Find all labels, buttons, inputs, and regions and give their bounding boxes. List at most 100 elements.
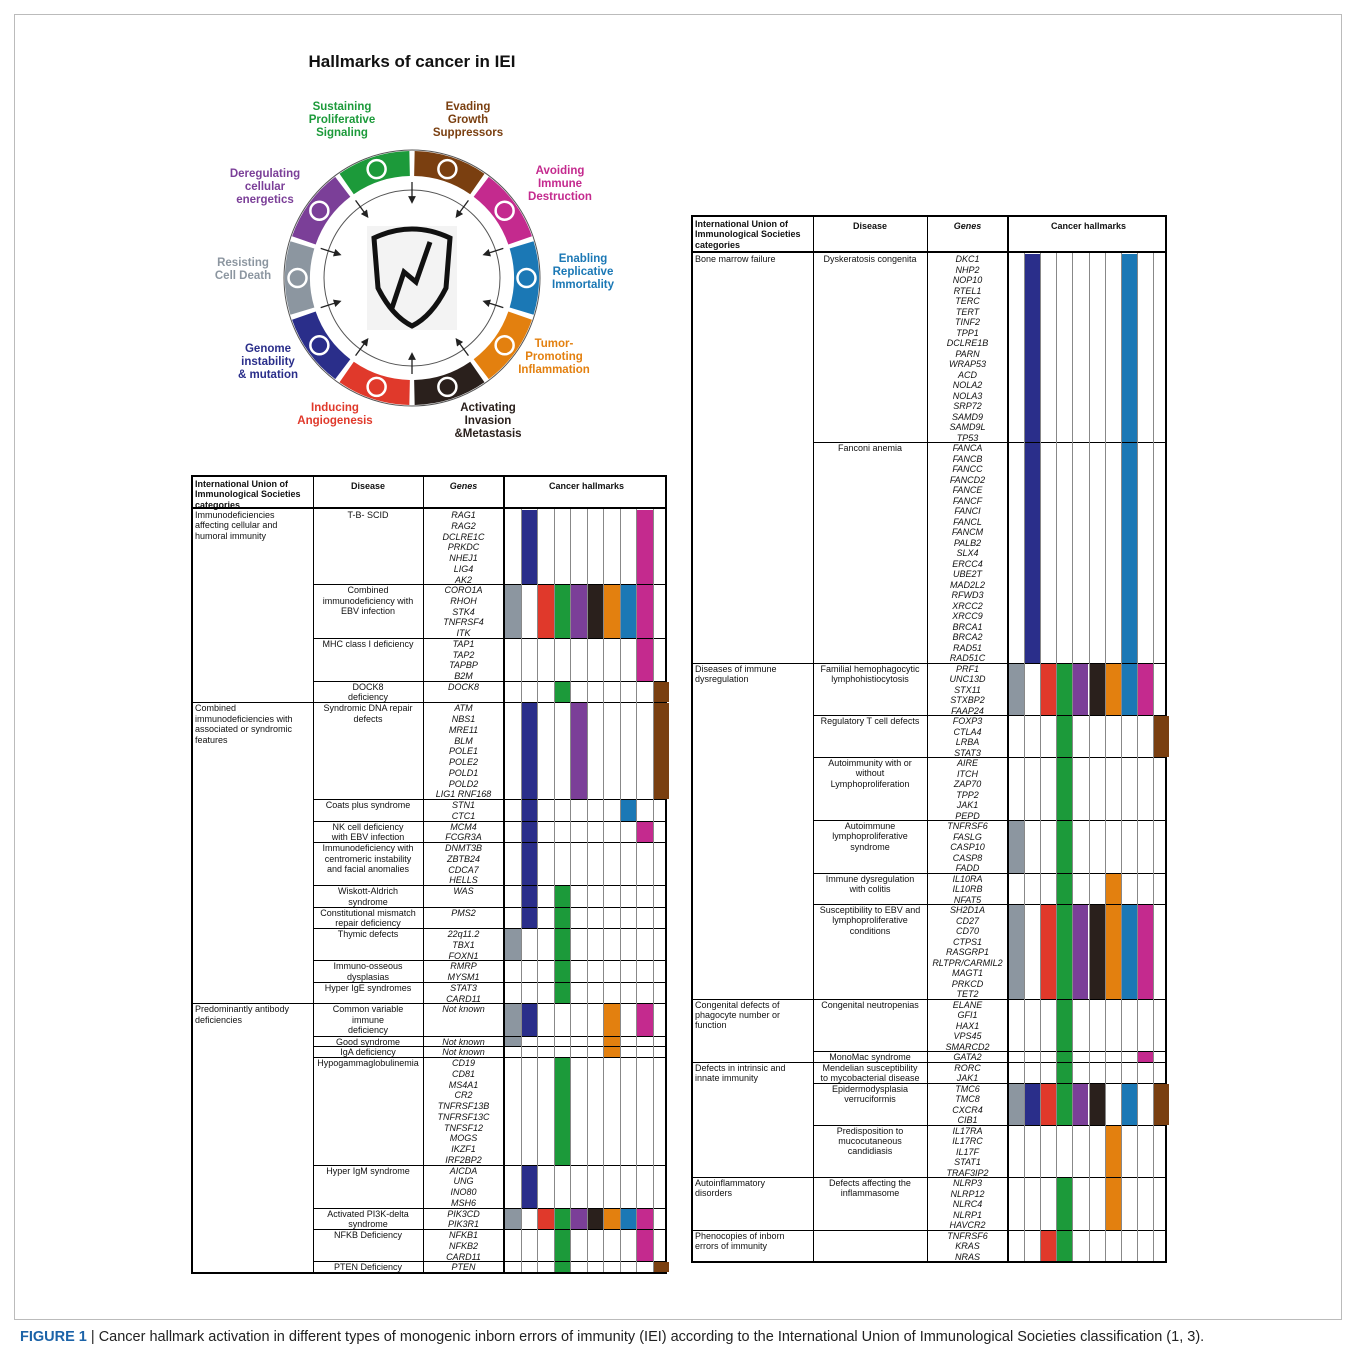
column-rule — [636, 509, 637, 1272]
gene-text: DOCK8 — [447, 681, 479, 692]
genes-cell: SH2D1A CD27 CD70 CTPS1 RASGRP1 RLTPR/CARMIL2 M… — [927, 905, 1008, 1000]
arrow — [320, 247, 342, 257]
gene-text: TAP1 — [452, 638, 475, 649]
gene-text: TNFRSF13C — [437, 1111, 490, 1122]
hallmark-cell — [1041, 1083, 1057, 1125]
category-text: Bone marrow failure — [695, 254, 776, 264]
gene-text: LRBA — [955, 737, 980, 747]
hallmark-label: Immune — [538, 178, 582, 190]
hallmark-cell — [1073, 1083, 1089, 1125]
disease-text: Autoimmunity with or — [828, 758, 912, 768]
hallmark-label: Activating — [460, 402, 516, 414]
hallmark-label: Resisting — [217, 257, 269, 269]
gene-text: BRCA1 — [952, 621, 983, 632]
caption-label: FIGURE 1 — [20, 1329, 87, 1345]
disease-cell: Common variable immune deficiency — [313, 1004, 423, 1035]
rule — [693, 1061, 1165, 1063]
rule — [313, 1261, 665, 1263]
gene-text: POLE2 — [448, 757, 479, 768]
genes-cell: MCM4 FCGR3A — [423, 822, 504, 844]
hallmark-cell — [538, 1208, 554, 1229]
gene-text: TP53 — [956, 432, 979, 443]
rule — [313, 1229, 665, 1230]
genes-cell: NFKB1 NFKB2 CARD11 — [423, 1230, 504, 1262]
gene-text: SMARCD2 — [945, 1041, 990, 1052]
category-cell: Autoinflammatory disorders — [695, 1178, 811, 1199]
category-text: errors of immunity — [695, 1240, 768, 1251]
hallmark-cell — [505, 1208, 521, 1229]
category-cell: Bone marrow failure — [695, 254, 811, 264]
gene-text: FASLG — [953, 831, 982, 842]
header-cell: Cancer hallmarks — [548, 481, 625, 491]
gene-text: TNFRSF6 — [947, 1230, 988, 1241]
hallmark-cell — [620, 585, 636, 638]
rule — [313, 842, 665, 844]
gene-text: STX11 — [954, 684, 981, 695]
gene-text: TET2 — [956, 989, 979, 999]
rule — [503, 477, 505, 1272]
gene-text: CARD11 — [446, 1251, 481, 1262]
gene-text: ZBTB24 — [446, 853, 480, 864]
disease-cell: Good syndrome — [313, 1037, 423, 1047]
gene-text: VPS45 — [953, 1031, 982, 1041]
category-text: humoral immunity — [195, 530, 267, 541]
gene-text: SAMD9 — [951, 411, 983, 422]
hallmark-cell — [521, 1165, 537, 1208]
hallmark-label: & mutation — [238, 369, 298, 381]
column-rule — [1152, 253, 1154, 1261]
hallmark-cell — [521, 886, 537, 907]
header-text: categories — [195, 499, 241, 510]
hallmark-label: instability — [241, 356, 295, 368]
disease-text: Common variable — [332, 1004, 404, 1015]
gene-text: STAT3 — [954, 747, 981, 758]
gene-text: IL10RB — [952, 884, 983, 894]
gene-text: HAX1 — [955, 1020, 980, 1031]
gene-text: RAD51 — [952, 642, 982, 653]
rule — [813, 1124, 1165, 1126]
arrow — [482, 247, 504, 257]
hallmark-cell — [1057, 1230, 1073, 1261]
gene-text: HAVCR2 — [949, 1220, 986, 1230]
genes-cell: CD19 CD81 MS4A1 CR2 TNFRSF13B TNFRSF13C TNFSF1… — [423, 1058, 504, 1166]
gene-text: TPP2 — [956, 789, 979, 800]
hallmark-cell — [1057, 663, 1073, 715]
hallmark-cell — [637, 585, 653, 638]
disease-text: NK cell deficiency — [332, 821, 404, 832]
genes-cell: IL10RA IL10RB NFAT5 — [927, 874, 1008, 906]
hallmark-segment — [509, 241, 539, 315]
hallmark-cell — [554, 1058, 570, 1165]
hallmark-cell — [604, 1047, 620, 1058]
gene-text: 22q11.2 — [447, 929, 480, 940]
gene-text: STAT1 — [954, 1157, 981, 1167]
category-cell: Phenocopies of inborn errors of immunity — [695, 1231, 811, 1252]
category-text: Defects in intrinsic and — [695, 1062, 786, 1073]
disease-text: Predisposition to — [836, 1125, 904, 1136]
gene-text: ACD — [957, 369, 977, 380]
hallmark-cell — [1137, 905, 1153, 999]
gene-text: UNG — [453, 1176, 474, 1187]
disease-text: MHC class I deficiency — [322, 638, 414, 649]
hallmark-cell — [554, 961, 570, 982]
gene-text: FANCI — [954, 506, 981, 516]
gene-text: MAD2L2 — [949, 579, 985, 590]
rule — [313, 1207, 665, 1209]
column-rule — [1056, 253, 1058, 1261]
gene-text: UNC13D — [949, 674, 986, 684]
gene-text: SAMD9L — [949, 422, 986, 432]
column-rule — [1104, 253, 1106, 1261]
gene-text: SRP72 — [953, 401, 982, 411]
arrow — [455, 199, 469, 219]
hallmark-cell — [1105, 873, 1121, 904]
genes-cell: PMS2 — [423, 908, 504, 919]
disease-text: Combined — [347, 585, 389, 596]
gene-text: RTEL1 — [953, 285, 982, 296]
gene-text: TAP2 — [452, 649, 475, 660]
gene-text: TPP1 — [956, 327, 979, 338]
genes-cell: Not known — [423, 1037, 504, 1048]
gene-text: PTEN — [451, 1262, 476, 1273]
disease-text: NFKB Deficiency — [333, 1230, 403, 1240]
hallmark-icon — [309, 335, 330, 356]
disease-text: Immuno-osseous — [333, 961, 403, 972]
hallmark-label: Destruction — [528, 191, 592, 203]
